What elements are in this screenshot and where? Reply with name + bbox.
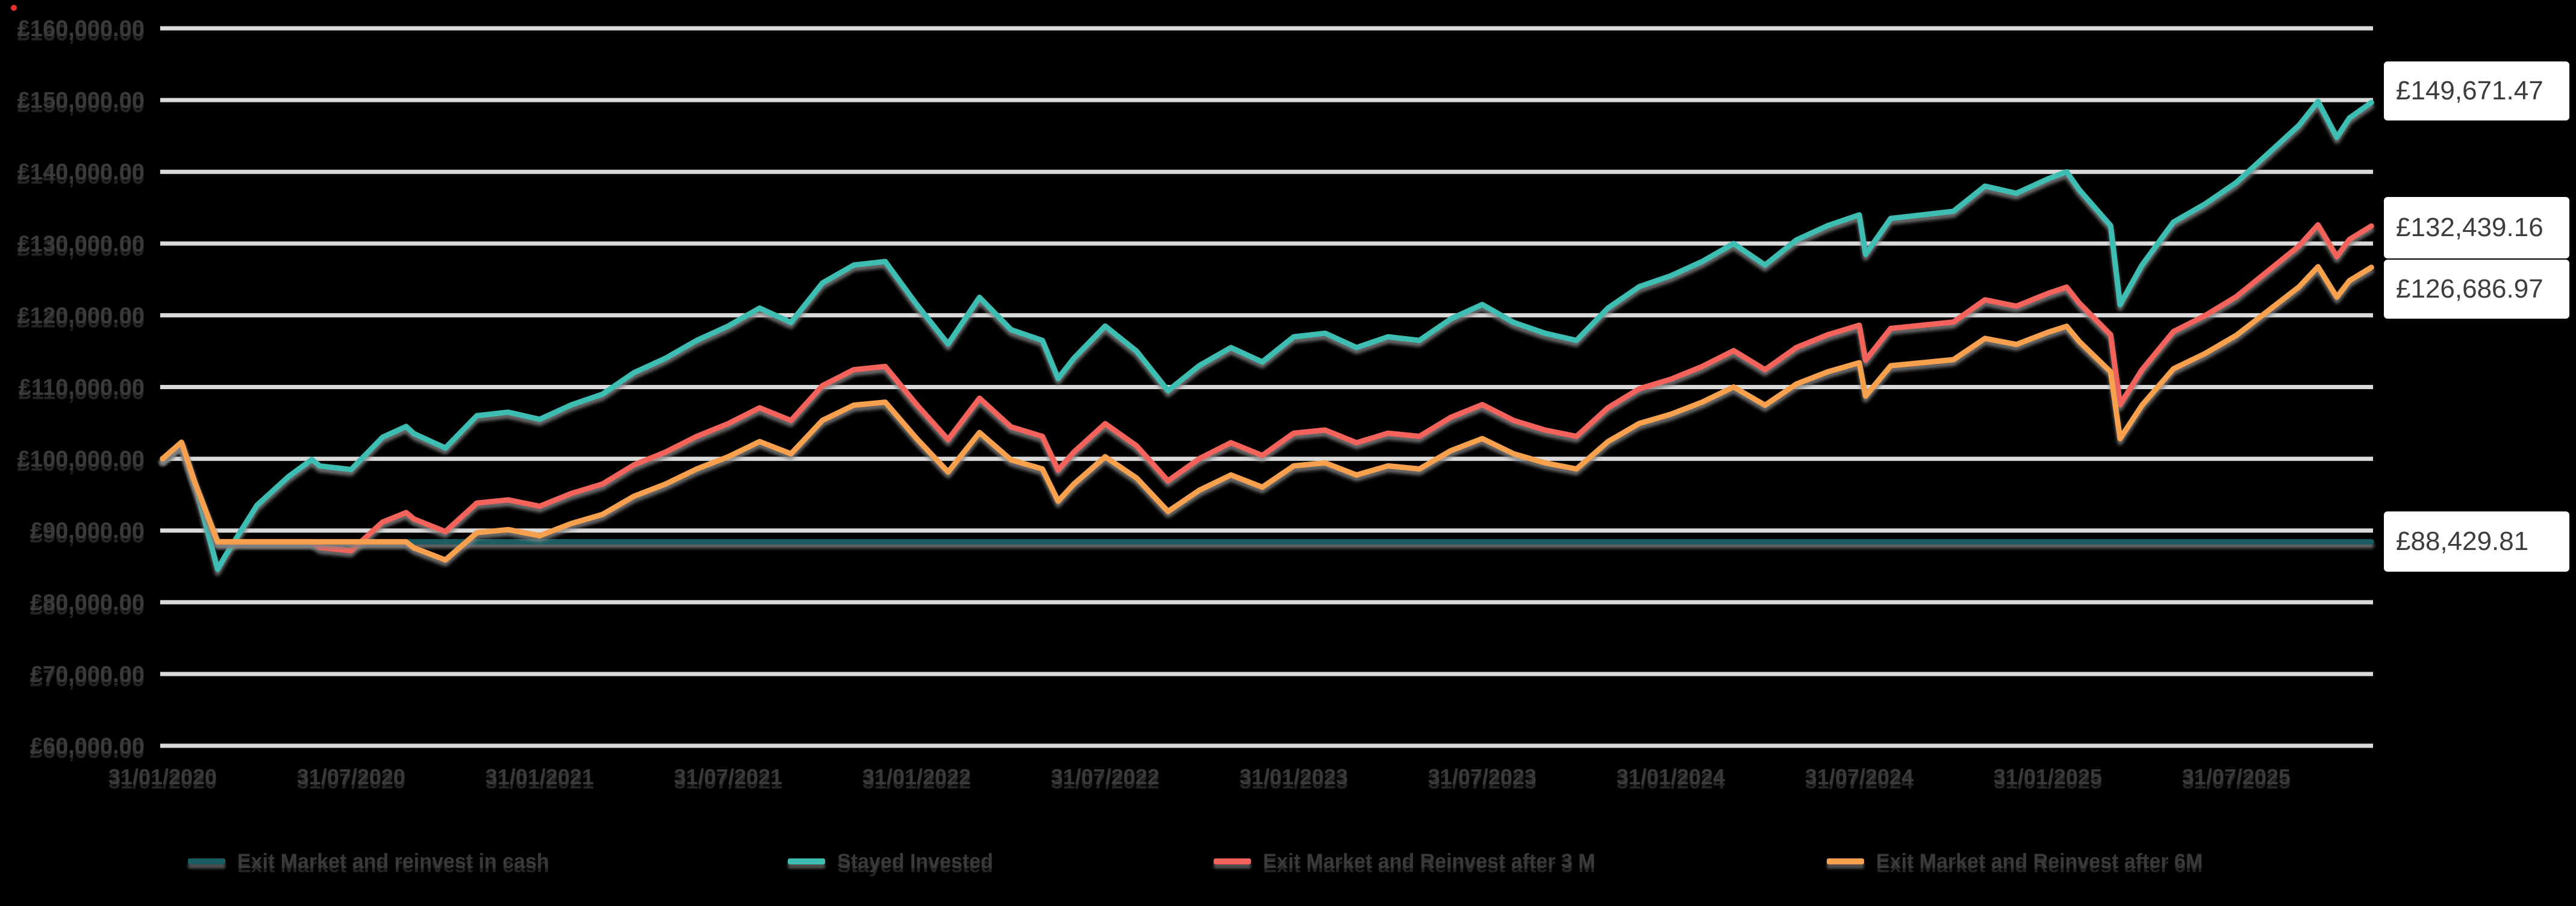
- legend-item-cash[interactable]: Exit Market and reinvest in cash: [188, 846, 549, 877]
- series-line-exit-market-and-reinvest-after-3-m: [160, 222, 2374, 554]
- x-tick-label: 31/01/2020: [108, 764, 217, 789]
- legend-label-reinvest-6m: Exit Market and Reinvest after 6M: [1876, 849, 2203, 873]
- y-tick-label: £120,000.00: [17, 303, 145, 328]
- x-tick-label: 31/01/2022: [862, 764, 971, 789]
- x-tick-label: 31/07/2021: [674, 764, 782, 789]
- end-value-label-cash: £88,429.81: [2384, 511, 2569, 572]
- y-tick-label: £90,000.00: [30, 519, 145, 544]
- legend-swatch-reinvest-6m: [1827, 858, 1864, 864]
- y-tick-label: £140,000.00: [17, 160, 145, 185]
- y-tick-label: £110,000.00: [19, 375, 145, 401]
- y-tick-label: £150,000.00: [17, 88, 145, 113]
- legend-label-stayed-invested: Stayed Invested: [837, 849, 993, 873]
- end-value-label-reinvest-6m: £126,686.97: [2384, 260, 2569, 319]
- y-tick-label: £80,000.00: [30, 590, 145, 616]
- legend-swatch-cash: [188, 858, 225, 864]
- y-tick-label: £100,000.00: [17, 447, 145, 472]
- legend-swatch-stayed-invested: [788, 858, 825, 864]
- x-tick-label: 31/07/2023: [1428, 764, 1536, 789]
- x-tick-label: 31/07/2020: [297, 764, 405, 789]
- y-tick-label: £60,000.00: [30, 734, 145, 759]
- legend-label-cash: Exit Market and reinvest in cash: [237, 849, 549, 873]
- legend: Exit Market and reinvest in cash Stayed …: [0, 846, 2576, 877]
- legend-item-reinvest-6m[interactable]: Exit Market and Reinvest after 6M: [1827, 846, 2203, 877]
- record-indicator-dot: [11, 5, 17, 11]
- y-tick-label: £70,000.00: [30, 662, 145, 687]
- legend-label-reinvest-3m: Exit Market and Reinvest after 3 M: [1263, 849, 1595, 873]
- x-tick-label: 31/01/2025: [1994, 764, 2102, 789]
- x-tick-label: 31/01/2024: [1617, 764, 1725, 789]
- x-tick-label: 31/07/2022: [1051, 764, 1159, 789]
- y-tick-label: £130,000.00: [17, 231, 145, 257]
- x-tick-label: 31/01/2021: [485, 764, 594, 789]
- legend-swatch-reinvest-3m: [1214, 858, 1251, 864]
- series-line-stayed-invested: [160, 99, 2374, 572]
- x-tick-label: 31/07/2024: [1805, 764, 1913, 789]
- end-value-label-reinvest-3m: £132,439.16: [2384, 197, 2569, 258]
- series-line-exit-market-and-reinvest-in-cash: [160, 439, 2374, 545]
- legend-item-reinvest-3m[interactable]: Exit Market and Reinvest after 3 M: [1214, 846, 1595, 877]
- y-tick-label: £160,000.00: [17, 16, 145, 42]
- end-value-label-stayed-invested: £149,671.47: [2384, 61, 2569, 120]
- legend-item-stayed-invested[interactable]: Stayed Invested: [788, 846, 993, 877]
- x-tick-label: 31/07/2025: [2182, 764, 2291, 789]
- series-line-exit-market-and-reinvest-after-6m: [160, 264, 2374, 563]
- x-tick-label: 31/01/2023: [1240, 764, 1348, 789]
